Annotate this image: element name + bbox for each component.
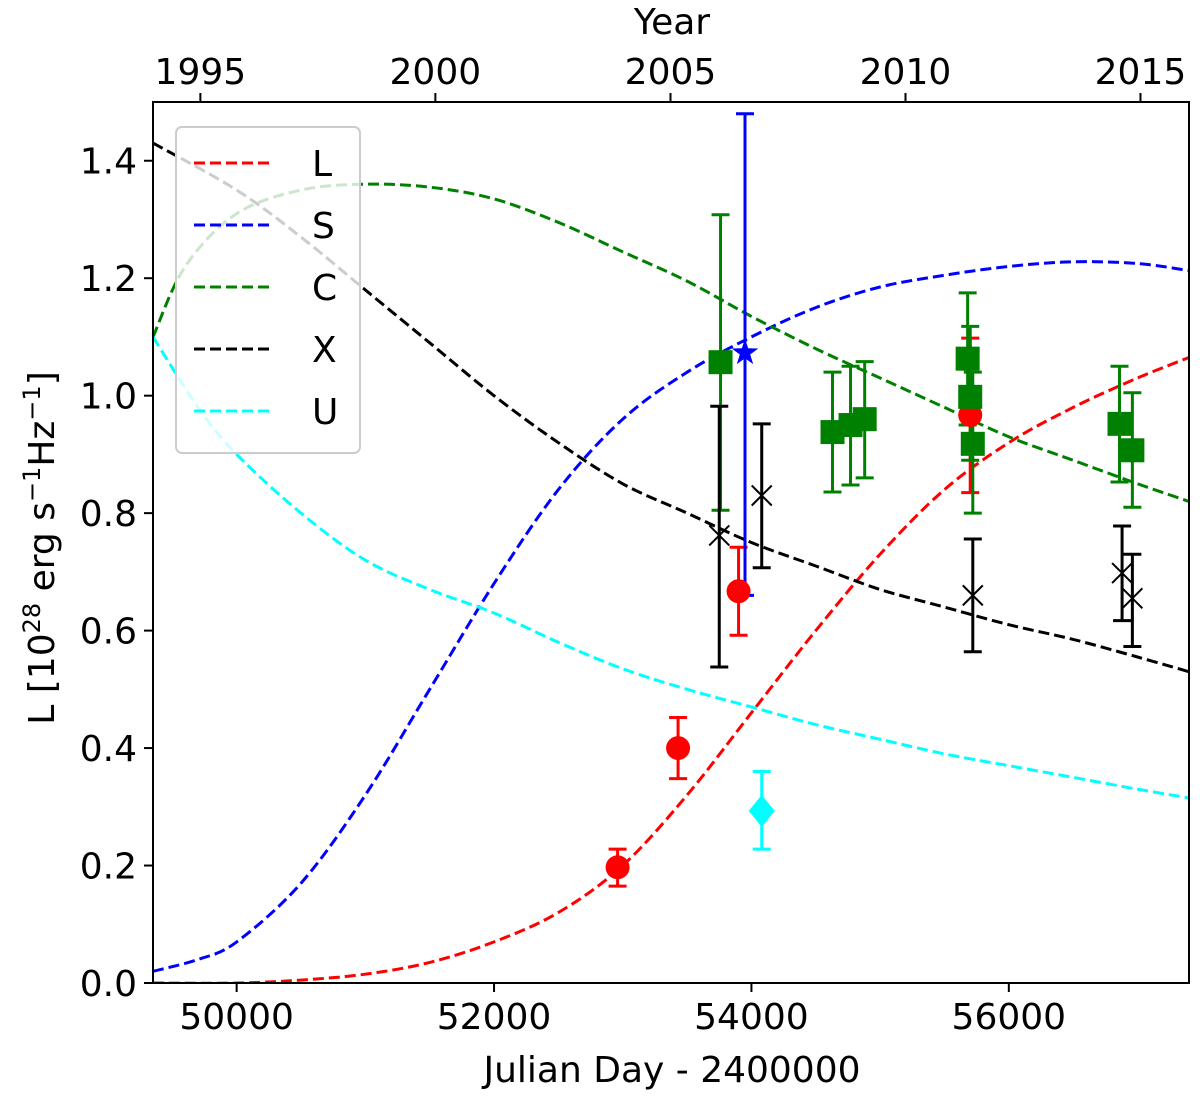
legend-box	[175, 126, 361, 454]
data-point-X-4-stroke-b	[1121, 587, 1144, 610]
data-point-C-7	[1107, 411, 1132, 436]
year-tick-label-2005: 2005	[625, 52, 717, 93]
error-bars	[608, 112, 1142, 888]
y-tick-label-5: 1.0	[80, 377, 137, 418]
data-point-X-2-stroke-b	[962, 584, 984, 607]
y-tick-label-0: 0.0	[80, 964, 137, 1005]
data-point-C-5	[958, 384, 983, 409]
x-tick-label-54000: 54000	[694, 997, 809, 1038]
top-axis-label: Year	[633, 2, 710, 43]
y-tick-label-3: 0.6	[80, 612, 137, 653]
year-tick-label-1995: 1995	[155, 52, 247, 93]
y-tick-label-2: 0.4	[80, 729, 137, 770]
data-point-X-2	[962, 584, 984, 607]
data-point-X-3-stroke-b	[1111, 562, 1133, 584]
data-point-C-6	[960, 431, 985, 456]
legend-label-X: X	[312, 330, 337, 371]
model-curve-L	[153, 356, 1189, 983]
y-tick-label-7: 1.4	[80, 142, 137, 183]
data-point-L-1	[666, 736, 691, 761]
x-tick-label-56000: 56000	[952, 997, 1067, 1038]
data-point-L-3	[958, 403, 983, 428]
data-markers	[605, 338, 1145, 880]
data-point-X-0	[708, 524, 730, 547]
legend-label-C: C	[312, 268, 337, 309]
x-tick-label-52000: 52000	[437, 997, 552, 1038]
legend-label-S: S	[312, 206, 335, 247]
legend-label-L: L	[312, 144, 332, 185]
data-point-C-0	[708, 350, 733, 375]
y-axis-ticks: 0.0 0.2 0.4 0.6 0.8 1.0 1.2 1.4	[80, 142, 153, 1005]
model-curve-S	[153, 260, 1189, 973]
y-tick-label-6: 1.2	[80, 259, 137, 300]
year-tick-label-2015: 2015	[1095, 52, 1187, 93]
y-tick-label-1: 0.2	[80, 847, 137, 888]
data-point-C-3	[852, 407, 877, 432]
legend-label-U: U	[312, 392, 338, 433]
year-axis-ticks: 1995 2000 2005 2010 2015	[155, 52, 1187, 102]
model-curve-U	[153, 336, 1189, 800]
year-tick-label-2010: 2010	[860, 52, 952, 93]
y-axis-label: L [1028 erg s−1Hz−1]	[18, 371, 63, 725]
data-point-X-1-stroke-b	[751, 484, 773, 507]
year-tick-label-2000: 2000	[390, 52, 482, 93]
x-axis-ticks: 50000 52000 54000 56000	[179, 983, 1066, 1038]
x-axis-label: Julian Day - 2400000	[481, 1050, 860, 1091]
data-point-S-0	[731, 338, 759, 365]
data-point-X-1	[751, 484, 773, 507]
data-point-X-3	[1111, 562, 1133, 584]
data-point-L-0	[605, 855, 630, 880]
x-tick-label-50000: 50000	[179, 997, 294, 1038]
data-point-U-0	[748, 794, 775, 827]
data-point-X-0-stroke-b	[708, 524, 730, 547]
y-tick-label-4: 0.8	[80, 494, 137, 535]
data-point-L-2	[726, 579, 751, 604]
data-point-C-8	[1120, 438, 1145, 463]
data-point-C-4	[955, 346, 980, 371]
data-point-X-4	[1121, 587, 1144, 610]
